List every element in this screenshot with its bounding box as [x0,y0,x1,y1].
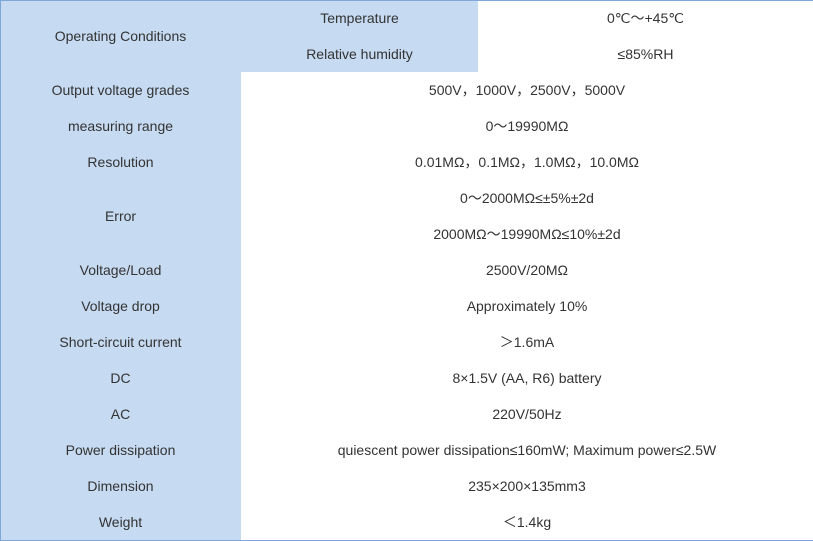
row-label: Short-circuit current [1,324,242,361]
row-label: Weight [1,504,242,541]
cell-value: quiescent power dissipation≤160mW; Maxim… [241,432,813,469]
cell-value: Approximately 10% [241,288,813,325]
row-label: Resolution [1,144,242,181]
cell-value: 0℃～+45℃ [478,1,813,37]
cell-value: 2500V/20MΩ [241,252,813,289]
cell-value: ＞1.6mA [241,324,813,361]
row-label: Operating Conditions [1,1,242,73]
sub-label: Relative humidity [241,36,479,73]
row-label: Voltage drop [1,288,242,325]
row-label: AC [1,396,242,433]
cell-value: ≤85%RH [478,36,813,73]
cell-value: 0～19990MΩ [241,108,813,145]
cell-value: ＜1.4kg [241,504,813,541]
row-label: Voltage/Load [1,252,242,289]
row-label: DC [1,360,242,397]
row-label: Power dissipation [1,432,242,469]
cell-value: 0～2000MΩ≤±5%±2d [241,180,813,217]
row-label: Output voltage grades [1,72,242,109]
cell-value: 235×200×135mm3 [241,468,813,505]
cell-value: 8×1.5V (AA, R6) battery [241,360,813,397]
cell-value: 220V/50Hz [241,396,813,433]
cell-value: 0.01MΩ，0.1MΩ，1.0MΩ，10.0MΩ [241,144,813,181]
row-label: Dimension [1,468,242,505]
cell-value: 2000MΩ～19990MΩ≤10%±2d [241,216,813,253]
sub-label: Temperature [241,1,479,37]
row-label: Error [1,180,242,253]
row-label: measuring range [1,108,242,145]
cell-value: 500V，1000V，2500V，5000V [241,72,813,109]
